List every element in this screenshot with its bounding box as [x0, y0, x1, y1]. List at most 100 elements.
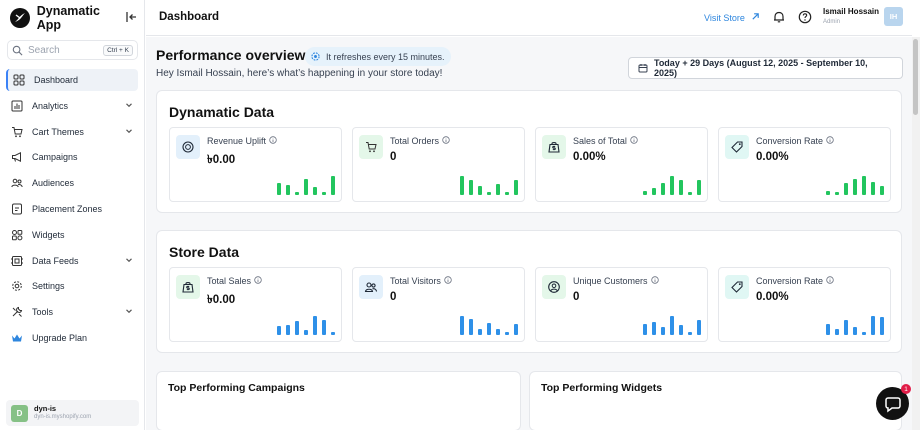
tools-icon: [11, 306, 23, 318]
users-icon: [11, 177, 23, 189]
metric-card-total-sales: Total Sales ৳0.00: [169, 267, 342, 342]
sparkline-bar: [853, 179, 857, 195]
sparkline-bar: [880, 186, 884, 195]
sparkline-bar: [487, 323, 491, 335]
info-icon[interactable]: [826, 136, 834, 146]
sidebar-item-dashboard[interactable]: Dashboard: [6, 69, 138, 91]
metric-card-conversion-rate: Conversion Rate 0.00%: [718, 127, 891, 202]
sparkline-bar: [862, 176, 866, 195]
crown-icon: [11, 332, 23, 344]
sparkline-bar: [835, 329, 839, 335]
dynamatic-data-panel: Dynamatic Data Revenue Uplift ৳0.00 Total …: [156, 90, 902, 213]
metric-label: Total Orders: [390, 136, 450, 146]
help-icon[interactable]: [798, 10, 812, 24]
tag-icon: [725, 135, 749, 159]
sparkline-bar: [460, 316, 464, 335]
sparkline-bar: [652, 188, 656, 195]
chevron-down-icon[interactable]: [125, 101, 133, 111]
sidebar-item-cart-themes[interactable]: Cart Themes: [6, 121, 138, 143]
sidebar-item-campaigns[interactable]: Campaigns: [6, 146, 138, 168]
sparkline-bar: [469, 319, 473, 335]
store-url: dyn-is.myshopify.com: [34, 414, 92, 420]
sidebar-item-audiences[interactable]: Audiences: [6, 172, 138, 194]
sparkline-bar: [844, 320, 848, 335]
sidebar-item-data-feeds[interactable]: Data Feeds: [6, 250, 138, 272]
metric-label-text: Revenue Uplift: [207, 136, 267, 146]
user-info[interactable]: Ismail Hossain Admin: [823, 7, 879, 27]
sidebar-item-analytics[interactable]: Analytics: [6, 95, 138, 117]
refresh-note: It refreshes every 15 minutes.: [326, 51, 445, 62]
customer-icon: [542, 275, 566, 299]
chevron-down-icon[interactable]: [125, 127, 133, 137]
sparkline-bar: [643, 324, 647, 335]
main-content: Performance overview It refreshes every …: [146, 37, 912, 430]
page-scrollbar[interactable]: [912, 37, 920, 430]
search-placeholder: Search: [28, 44, 60, 56]
sidebar-item-label: Dashboard: [34, 75, 79, 85]
sparkline-bar: [478, 329, 482, 335]
sidebar-item-upgrade-plan[interactable]: Upgrade Plan: [6, 327, 138, 349]
metric-label-text: Total Orders: [390, 136, 440, 146]
refresh-badge: It refreshes every 15 minutes.: [305, 47, 451, 66]
chevron-down-icon[interactable]: [125, 256, 133, 266]
info-icon[interactable]: [630, 136, 638, 146]
sidebar-item-placement-zones[interactable]: Placement Zones: [6, 198, 138, 220]
metric-value: ৳0.00: [207, 294, 236, 306]
info-icon[interactable]: [826, 276, 834, 286]
date-range-picker[interactable]: Today + 29 Days (August 12, 2025 - Septe…: [628, 57, 903, 79]
sparkline-bar: [496, 184, 500, 195]
sparkline-bar: [679, 325, 683, 335]
sidebar-item-widgets[interactable]: Widgets: [6, 224, 138, 246]
sparkline-bar: [304, 179, 308, 195]
sidebar-item-label: Tools: [32, 307, 54, 318]
sparkline-bars: [277, 313, 335, 335]
sparkline-bar: [322, 192, 326, 195]
panel-title: Dynamatic Data: [169, 104, 275, 120]
metric-value: ৳0.00: [207, 154, 236, 166]
chevron-down-icon[interactable]: [125, 307, 133, 317]
sparkline-bar: [697, 180, 701, 195]
visit-store-link[interactable]: Visit Store: [704, 12, 760, 24]
sparkline-bar: [505, 332, 509, 335]
sparkline-bar: [295, 192, 299, 195]
tag-icon: [725, 275, 749, 299]
sidebar-item-label: Audiences: [32, 178, 75, 189]
sparkline-bar: [295, 321, 299, 335]
info-icon[interactable]: [442, 136, 450, 146]
metric-card-unique-customers: Unique Customers 0: [535, 267, 708, 342]
sidebar-item-tools[interactable]: Tools: [6, 301, 138, 323]
scrollbar-thumb[interactable]: [913, 39, 918, 115]
sparkline-bar: [469, 180, 473, 195]
store-switcher[interactable]: D dyn-is dyn-is.myshopify.com: [6, 400, 139, 426]
user-avatar[interactable]: IH: [884, 7, 903, 26]
sidebar-item-settings[interactable]: Settings: [6, 275, 138, 297]
bar-chart-icon: [11, 100, 23, 112]
sparkline-bar: [862, 332, 866, 335]
info-icon[interactable]: [269, 136, 277, 146]
brand: Dynamatic App: [10, 4, 138, 32]
store-name: dyn-is: [34, 404, 57, 413]
sparkline-bars: [643, 313, 701, 335]
metric-value: 0.00%: [756, 291, 789, 303]
bell-icon[interactable]: [772, 10, 786, 24]
bag-dollar-icon: [542, 135, 566, 159]
info-icon[interactable]: [444, 276, 452, 286]
collapse-sidebar-icon[interactable]: [126, 11, 138, 26]
metric-label-text: Total Sales: [207, 276, 252, 286]
info-icon[interactable]: [650, 276, 659, 286]
metric-value: 0: [390, 291, 397, 303]
page-title: Dashboard: [159, 11, 220, 23]
search-input[interactable]: Search Ctrl + K: [7, 40, 138, 60]
visit-store-label: Visit Store: [704, 13, 745, 23]
date-range-label: Today + 29 Days (August 12, 2025 - Septe…: [653, 58, 868, 78]
sparkline-bar: [871, 182, 875, 195]
metric-card-revenue-uplift: Revenue Uplift ৳0.00: [169, 127, 342, 202]
sidebar-item-label: Widgets: [32, 229, 65, 240]
metric-label: Conversion Rate: [756, 276, 834, 286]
top-campaigns-title: Top Performing Campaigns: [168, 382, 305, 394]
sparkline-bar: [880, 317, 884, 335]
sidebar-item-label: Settings: [32, 281, 65, 292]
top-campaigns-card: Top Performing Campaigns: [156, 371, 521, 430]
info-icon[interactable]: [254, 276, 262, 286]
metric-label-text: Sales of Total: [573, 136, 627, 146]
